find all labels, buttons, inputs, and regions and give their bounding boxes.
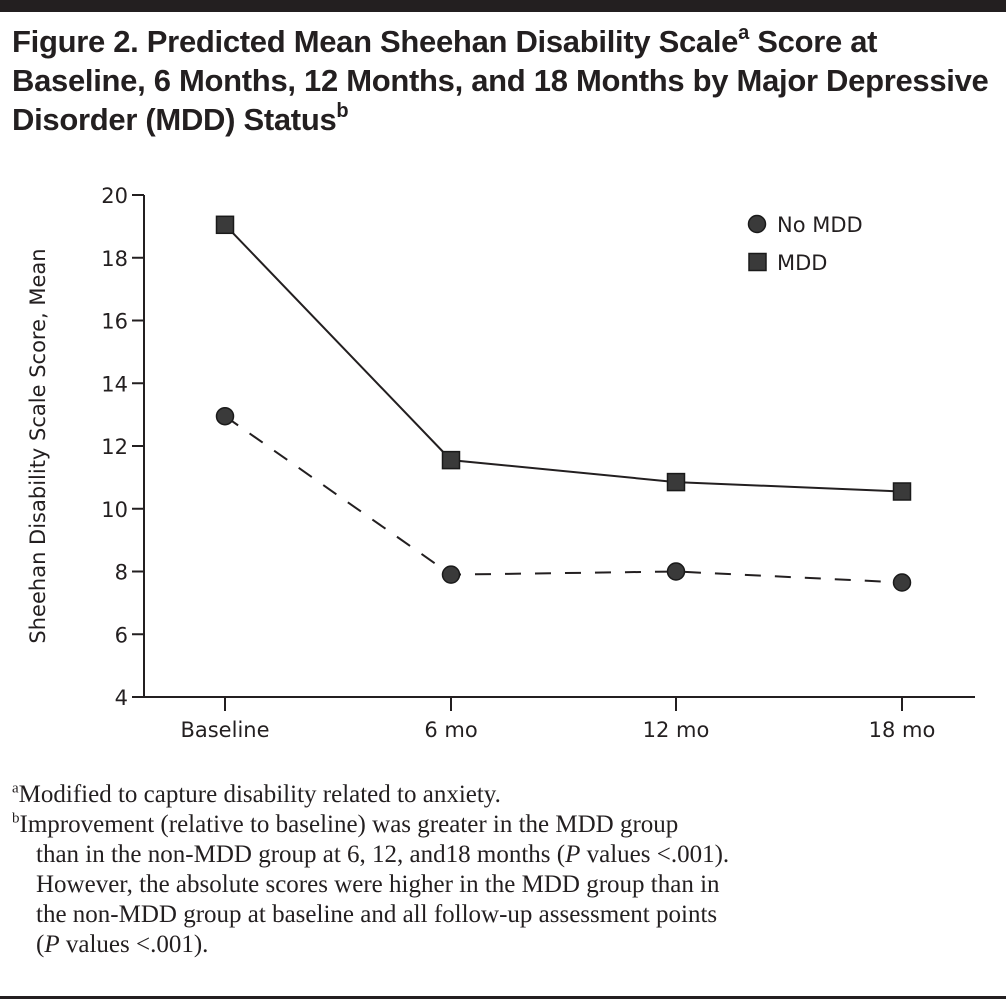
legend-label: No MDD (777, 213, 863, 237)
data-point-circle (215, 406, 235, 426)
p-italic: P (565, 841, 581, 868)
figure-title: Figure 2. Predicted Mean Sheehan Disabil… (12, 22, 997, 139)
p-italic: P (44, 931, 60, 958)
y-tick-label: 16 (101, 310, 128, 334)
footnote-b-line4: the non-MDD group at baseline and all fo… (36, 901, 718, 928)
series-no-mdd (215, 406, 912, 592)
x-axis: Baseline 6 mo 12 mo 18 mo (132, 696, 975, 742)
y-axis: 4 6 8 10 12 14 16 18 20 (101, 184, 145, 710)
footnote-b-line2: than in the non-MDD group at 6, 12, and1… (12, 840, 997, 870)
footnote-b-line5: (P values <.001). (12, 930, 997, 960)
legend-circle-icon (747, 214, 767, 234)
footnote-text: than in the non-MDD group at 6, 12, and1… (36, 841, 566, 868)
title-footnote-b: b (336, 99, 349, 122)
legend-item: No MDD (747, 213, 863, 237)
y-tick-label: 10 (101, 498, 128, 522)
title-footnote-a: a (738, 21, 749, 44)
legend-square-icon (748, 252, 767, 272)
footnotes: aModified to capture disability related … (12, 780, 997, 960)
series-mdd (215, 215, 912, 501)
footnote-b-line3: However, the absolute scores were higher… (36, 871, 720, 898)
x-tick-label: 18 mo (869, 718, 936, 742)
y-tick-label: 6 (115, 623, 128, 647)
title-rest: Score at Baseline, 6 Months, 12 Months, … (12, 24, 989, 137)
data-point-circle (892, 573, 912, 592)
footnote-text: values <.001). (59, 931, 209, 958)
series-line (224, 224, 903, 493)
footnote-a-mark: a (12, 780, 19, 797)
footnote-a-text: Modified to capture disability related t… (18, 781, 501, 808)
x-tick-label: 12 mo (643, 718, 710, 742)
data-point-square (441, 450, 461, 470)
bottom-rule (0, 996, 1006, 999)
data-point-circle (441, 565, 461, 584)
data-point-square (892, 482, 912, 501)
data-point-square (666, 472, 686, 492)
footnote-a: aModified to capture disability related … (12, 780, 997, 810)
line-chart: 4 6 8 10 12 14 16 18 20 Baseline 6 mo 12 mo 18 mo S… (26, 184, 975, 742)
legend-label: MDD (777, 251, 827, 275)
title-main: Figure 2. Predicted Mean Sheehan Disabil… (12, 24, 739, 59)
legend-item: MDD (748, 251, 827, 275)
y-tick-label: 12 (101, 435, 128, 459)
data-point-circle (666, 562, 686, 581)
x-tick-label: Baseline (180, 718, 269, 742)
x-tick-label: 6 mo (424, 718, 477, 742)
y-tick-label: 20 (101, 184, 128, 208)
footnote-b: bImprovement (relative to baseline) was … (12, 810, 997, 840)
series-layer (215, 215, 912, 592)
footnote-b-mark: b (12, 810, 20, 827)
legend: No MDD MDD (747, 213, 863, 275)
series-line (224, 415, 903, 584)
footnote-text: values <.001). (580, 841, 730, 868)
top-rule (0, 0, 1006, 12)
footnote-text: ( (36, 931, 45, 958)
y-tick-label: 4 (115, 686, 128, 710)
y-tick-label: 14 (101, 372, 128, 396)
y-tick-label: 8 (115, 561, 128, 585)
data-point-square (215, 215, 235, 235)
footnote-b-line1: Improvement (relative to baseline) was g… (19, 811, 679, 838)
y-axis-label: Sheehan Disability Scale Score, Mean (26, 248, 50, 643)
y-tick-label: 18 (101, 247, 128, 271)
